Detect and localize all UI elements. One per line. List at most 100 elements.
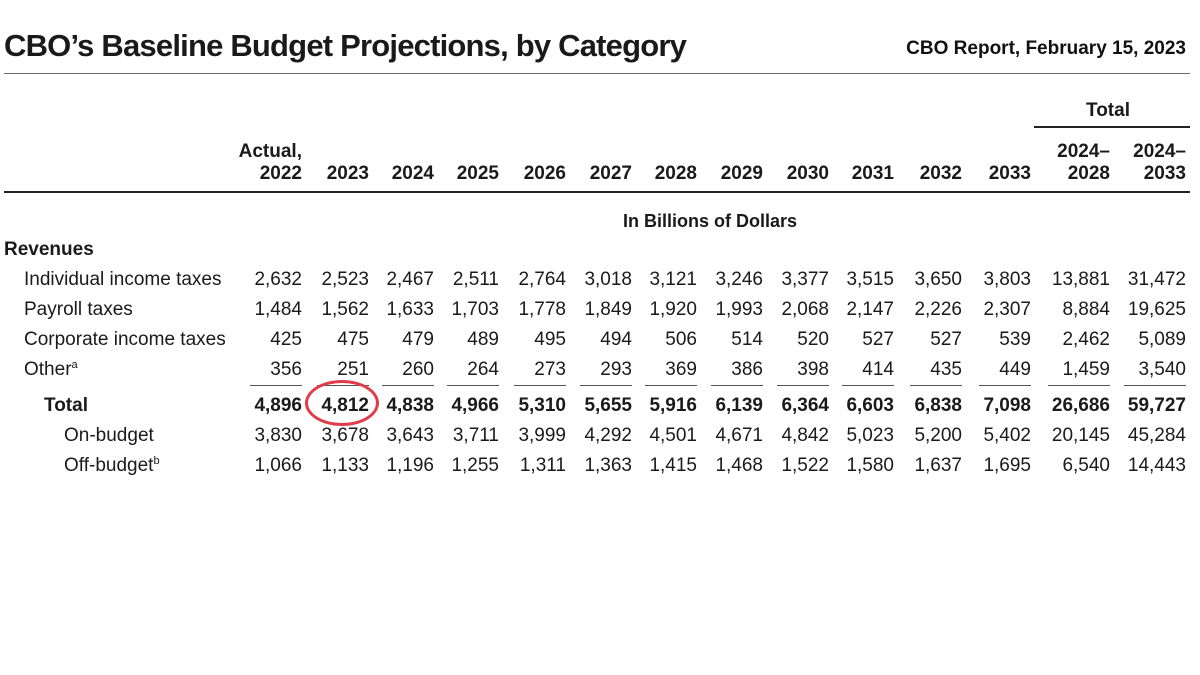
table-cell: 4,838 <box>386 395 434 416</box>
table-cell: 1,311 <box>519 455 566 476</box>
table-cell: 495 <box>534 329 566 350</box>
sum-rule <box>711 385 763 386</box>
table-cell: 6,603 <box>846 395 894 416</box>
row-label: Corporate income taxes <box>24 329 226 351</box>
table-cell: 1,415 <box>649 455 697 476</box>
table-cell: 5,200 <box>914 425 962 446</box>
row-label-text: Individual income taxes <box>24 269 222 290</box>
table-cell: 1,920 <box>649 299 697 320</box>
sum-rule <box>1048 385 1110 386</box>
table-cell: 514 <box>731 329 763 350</box>
row-label: Othera <box>24 359 78 381</box>
table-cell: 3,121 <box>649 269 697 290</box>
table-cell: 273 <box>534 359 566 380</box>
table-cell: 4,812 <box>321 395 369 416</box>
column-header-line2: 2029 <box>720 163 763 184</box>
column-header-line2: 2025 <box>456 163 499 184</box>
table-cell: 539 <box>999 329 1031 350</box>
table-cell: 251 <box>337 359 369 380</box>
column-header: 2024– 2033 <box>1096 141 1186 185</box>
sum-rule <box>645 385 697 386</box>
column-header: 2024– 2028 <box>1020 141 1110 185</box>
table-cell: 1,580 <box>846 455 894 476</box>
table-cell: 3,377 <box>781 269 829 290</box>
column-header-line2: 2024 <box>391 163 434 184</box>
column-header-line2: 2030 <box>786 163 829 184</box>
table-cell: 3,711 <box>452 425 499 446</box>
table-cell: 1,695 <box>983 455 1031 476</box>
sum-rule <box>317 385 369 386</box>
table-cell: 1,522 <box>781 455 829 476</box>
table-cell: 13,881 <box>1051 269 1110 290</box>
table-cell: 3,643 <box>386 425 434 446</box>
row-label-text: Payroll taxes <box>24 299 133 320</box>
sum-rule <box>250 385 302 386</box>
table-cell: 2,462 <box>1062 329 1110 350</box>
table-cell: 3,018 <box>584 269 632 290</box>
column-header: 2028 <box>607 141 697 185</box>
table-cell: 45,284 <box>1127 425 1186 446</box>
footnote-marker: a <box>71 359 78 371</box>
table-cell: 2,068 <box>781 299 829 320</box>
table-cell: 520 <box>797 329 829 350</box>
row-label: Individual income taxes <box>24 269 222 291</box>
table-cell: 1,993 <box>715 299 763 320</box>
table-cell: 2,764 <box>518 269 566 290</box>
table-cell: 3,246 <box>715 269 763 290</box>
page-title: CBO’s Baseline Budget Projections, by Ca… <box>4 28 687 63</box>
table-cell: 2,307 <box>983 299 1031 320</box>
table-cell: 3,999 <box>518 425 566 446</box>
table-cell: 1,562 <box>321 299 369 320</box>
table-cell: 414 <box>862 359 894 380</box>
column-header-line2: 2032 <box>919 163 962 184</box>
column-header: Actual, 2022 <box>212 141 302 185</box>
table-cell: 7,098 <box>983 395 1031 416</box>
table-cell: 527 <box>862 329 894 350</box>
table-cell: 4,896 <box>254 395 302 416</box>
table-cell: 479 <box>402 329 434 350</box>
table-cell: 1,196 <box>386 455 434 476</box>
table-cell: 475 <box>337 329 369 350</box>
table-cell: 2,632 <box>254 269 302 290</box>
sum-rule <box>514 385 566 386</box>
table-cell: 2,511 <box>452 269 499 290</box>
table-cell: 5,916 <box>649 395 697 416</box>
section-revenues: Revenues <box>4 239 94 260</box>
table-cell: 5,023 <box>846 425 894 446</box>
table-cell: 293 <box>600 359 632 380</box>
table-cell: 369 <box>665 359 697 380</box>
column-header: 2033 <box>941 141 1031 185</box>
table-cell: 1,066 <box>254 455 302 476</box>
column-header-line2: 2027 <box>589 163 632 184</box>
table-cell: 5,310 <box>518 395 566 416</box>
column-header-line1: Actual, <box>238 141 302 162</box>
table-cell: 356 <box>270 359 302 380</box>
sum-rule <box>979 385 1031 386</box>
table-cell: 3,650 <box>914 269 962 290</box>
table-cell: 1,133 <box>321 455 369 476</box>
table-row: Off-budgetb 1,066 1,133 1,196 1,255 1,311 1,36… <box>0 452 1200 482</box>
row-label-text: On-budget <box>64 425 154 446</box>
column-header: 2023 <box>279 141 369 185</box>
header-rule <box>4 191 1190 193</box>
column-header: 2032 <box>872 141 962 185</box>
table-cell: 3,678 <box>321 425 369 446</box>
table-row: Payroll taxes 1,484 1,562 1,633 1,703 1,778 1,… <box>0 296 1200 326</box>
table-row: On-budget 3,830 3,678 3,643 3,711 3,999 4,292 4… <box>0 422 1200 452</box>
table-cell: 3,540 <box>1138 359 1186 380</box>
table-cell: 19,625 <box>1127 299 1186 320</box>
column-header: 2024 <box>344 141 434 185</box>
table-cell: 425 <box>270 329 302 350</box>
row-label-text: Corporate income taxes <box>24 329 226 350</box>
table-cell: 449 <box>999 359 1031 380</box>
sum-rule <box>1124 385 1186 386</box>
column-header: 2029 <box>673 141 763 185</box>
column-header-line2: 2033 <box>988 163 1031 184</box>
unit-label: In Billions of Dollars <box>622 211 797 231</box>
table-cell: 1,363 <box>584 455 632 476</box>
sum-rule <box>777 385 829 386</box>
table-cell: 6,139 <box>715 395 763 416</box>
column-header: 2027 <box>542 141 632 185</box>
table-cell: 2,226 <box>914 299 962 320</box>
table-cell: 1,484 <box>254 299 302 320</box>
